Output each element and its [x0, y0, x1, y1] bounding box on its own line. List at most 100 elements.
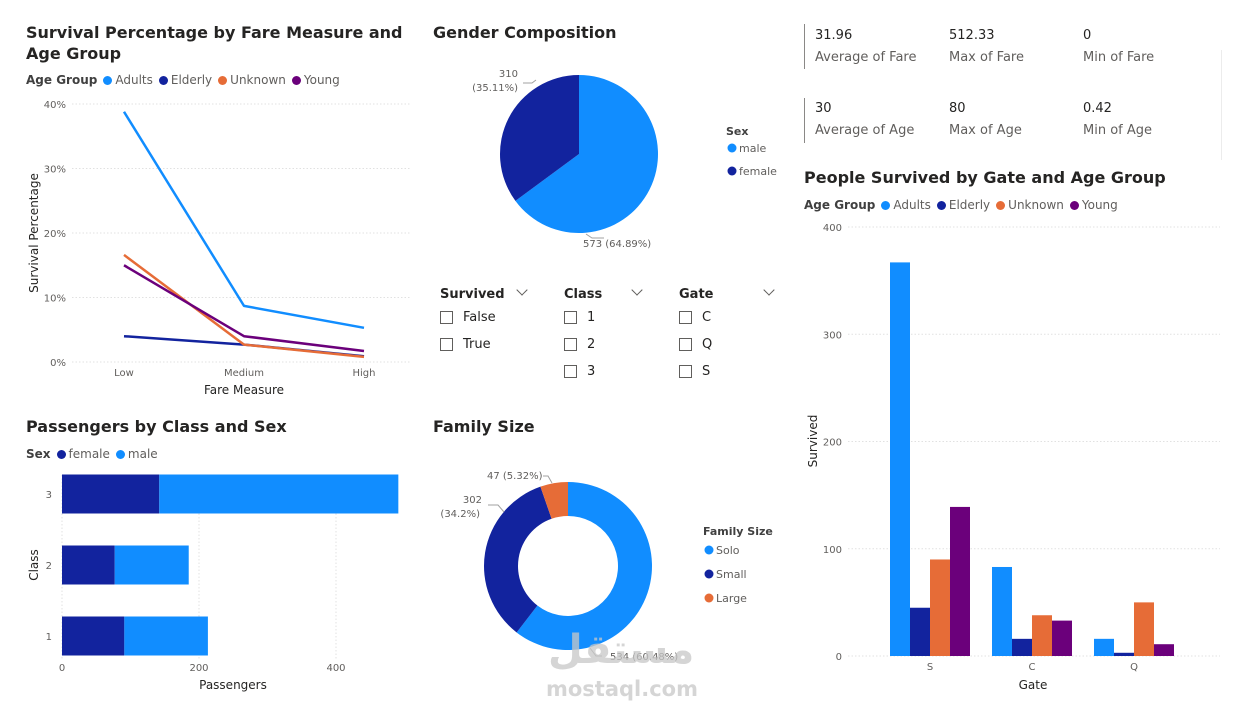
- line-chart-legend: Age Group Adults Elderly Unknown Young: [26, 73, 346, 88]
- line-series-unknown[interactable]: [123, 253, 365, 359]
- slicer-option-gate-q[interactable]: Q: [679, 337, 712, 352]
- chevron-down-icon[interactable]: [763, 284, 775, 296]
- kpi-min-fare-value: 0: [1083, 28, 1092, 43]
- slicer-option-gate-s[interactable]: S: [679, 364, 710, 379]
- kpi-max-fare-label: Max of Fare: [949, 50, 1024, 65]
- checkbox[interactable]: [440, 311, 453, 324]
- checkbox[interactable]: [564, 338, 577, 351]
- kpi-edge: [1221, 50, 1222, 160]
- kpi-divider-fare: [804, 24, 805, 69]
- stacked-bar-title: Passengers by Class and Sex: [26, 417, 287, 436]
- col-legend-adults[interactable]: Adults: [881, 198, 931, 212]
- line-legend-elderly[interactable]: Elderly: [158, 73, 213, 87]
- col-bar-s-unknown[interactable]: [930, 559, 950, 656]
- bar-segment-class1-male[interactable]: [124, 616, 208, 656]
- pie-slice-male[interactable]: [515, 75, 658, 234]
- bar-segment-class2-female[interactable]: [62, 545, 115, 585]
- line-legend-adults[interactable]: Adults: [103, 73, 153, 87]
- slicer-title-gate: Gate: [679, 287, 714, 302]
- line-legend-title: Age Group: [26, 73, 98, 88]
- kpi-avg-fare-value: 31.96: [815, 28, 853, 43]
- donut-leader-large: [543, 475, 553, 484]
- checkbox[interactable]: [564, 311, 577, 324]
- col-xtick-label: C: [1029, 662, 1036, 673]
- pie-leader-male: [585, 233, 604, 239]
- bar-legend-male[interactable]: male: [115, 447, 158, 461]
- donut-legend-label-large[interactable]: Large: [716, 592, 747, 605]
- kpi-avg-fare-label: Average of Fare: [815, 50, 917, 65]
- col-ytick-label: 200: [823, 438, 842, 449]
- pie-legend-label-male[interactable]: male: [739, 142, 767, 155]
- donut-slice-solo[interactable]: [516, 482, 652, 650]
- col-bar-c-adults[interactable]: [992, 566, 1012, 656]
- chevron-down-icon[interactable]: [631, 284, 643, 296]
- bar-xtick-label: 0: [59, 663, 65, 674]
- col-legend-elderly[interactable]: Elderly: [936, 198, 991, 212]
- col-bar-q-adults[interactable]: [1094, 638, 1114, 656]
- line-legend-dot-unknown: [218, 75, 228, 85]
- line-legend-label-elderly: Elderly: [170, 73, 213, 87]
- col-bar-s-elderly[interactable]: [910, 607, 930, 656]
- col-legend-unknown[interactable]: Unknown: [996, 198, 1064, 212]
- bar-segment-class1-female[interactable]: [62, 616, 125, 656]
- checkbox[interactable]: [679, 311, 692, 324]
- pie-slice-female[interactable]: [500, 75, 579, 201]
- kpi-min-age-value: 0.42: [1083, 101, 1112, 116]
- bar-segment-class3-male[interactable]: [159, 474, 399, 514]
- checkbox[interactable]: [564, 365, 577, 378]
- line-legend-young[interactable]: Young: [291, 73, 340, 87]
- pie-legend-dot-female: [727, 166, 737, 176]
- donut-slice-small[interactable]: [484, 486, 552, 633]
- column-chart-legend: Age Group Adults Elderly Unknown Young: [804, 198, 1124, 213]
- col-bar-q-unknown[interactable]: [1134, 602, 1154, 656]
- stacked-bar-panel: Passengers by Class and Sex Sex female ma…: [0, 405, 420, 717]
- bar-ytick-label: 1: [46, 632, 52, 643]
- line-series-young[interactable]: [123, 264, 365, 353]
- line-x-axis-title: Fare Measure: [204, 383, 284, 397]
- donut-legend-label-small[interactable]: Small: [716, 568, 747, 581]
- line-legend-unknown[interactable]: Unknown: [218, 73, 286, 87]
- line-ytick-label: 20%: [44, 229, 66, 240]
- pie-label-female-count: 310: [499, 69, 518, 80]
- col-legend-label-elderly: Elderly: [948, 198, 991, 212]
- slicer-option-class-1[interactable]: 1: [564, 310, 595, 325]
- line-legend-label-adults: Adults: [115, 73, 153, 87]
- checkbox[interactable]: [679, 338, 692, 351]
- slicer-title-survived: Survived: [440, 287, 505, 302]
- chevron-down-icon[interactable]: [516, 284, 528, 296]
- slicer-option-class-2[interactable]: 2: [564, 337, 595, 352]
- col-bar-c-elderly[interactable]: [1012, 638, 1032, 656]
- pie-legend-label-female[interactable]: female: [739, 165, 777, 178]
- checkbox[interactable]: [440, 338, 453, 351]
- line-series-adults[interactable]: [122, 111, 365, 330]
- bar-legend-female[interactable]: female: [56, 447, 110, 461]
- line-chart-title: Survival Percentage by Fare Measure and …: [26, 23, 403, 63]
- line-y-axis-title: Survival Percentage: [27, 173, 41, 293]
- line-legend-label-young: Young: [303, 73, 340, 87]
- donut-legend-label-solo[interactable]: Solo: [716, 544, 740, 557]
- donut-slice-large[interactable]: [540, 482, 568, 519]
- watermark-arabic: مستقل: [548, 627, 695, 673]
- kpi-max-fare-value: 512.33: [949, 28, 995, 43]
- bar-segment-class2-male[interactable]: [114, 545, 189, 585]
- col-bar-c-young[interactable]: [1052, 620, 1072, 656]
- col-legend-dot-elderly: [936, 200, 946, 210]
- bar-ytick-label: 2: [46, 561, 52, 572]
- col-bar-s-young[interactable]: [950, 506, 970, 656]
- slicer-option-survived-false[interactable]: False: [440, 310, 496, 325]
- slicer-option-class-3[interactable]: 3: [564, 364, 595, 379]
- donut-label-small-pct: (34.2%): [440, 509, 480, 520]
- col-legend-young[interactable]: Young: [1069, 198, 1118, 212]
- bar-segment-class3-female[interactable]: [62, 474, 160, 514]
- col-bar-s-adults[interactable]: [890, 262, 910, 656]
- checkbox[interactable]: [679, 365, 692, 378]
- col-bar-q-elderly[interactable]: [1114, 652, 1134, 656]
- slicer-option-label: Q: [702, 337, 713, 352]
- slicer-option-survived-true[interactable]: True: [440, 337, 491, 352]
- col-bar-c-unknown[interactable]: [1032, 615, 1052, 656]
- line-ytick-label: 30%: [44, 165, 66, 176]
- slicer-option-gate-c[interactable]: C: [679, 310, 711, 325]
- col-bar-q-young[interactable]: [1154, 644, 1174, 656]
- bar-ytick-label: 3: [46, 490, 52, 501]
- donut-chart-panel: Family Size 47 (5.32%) 302 (34.2%) 534 (60.…: [420, 405, 790, 717]
